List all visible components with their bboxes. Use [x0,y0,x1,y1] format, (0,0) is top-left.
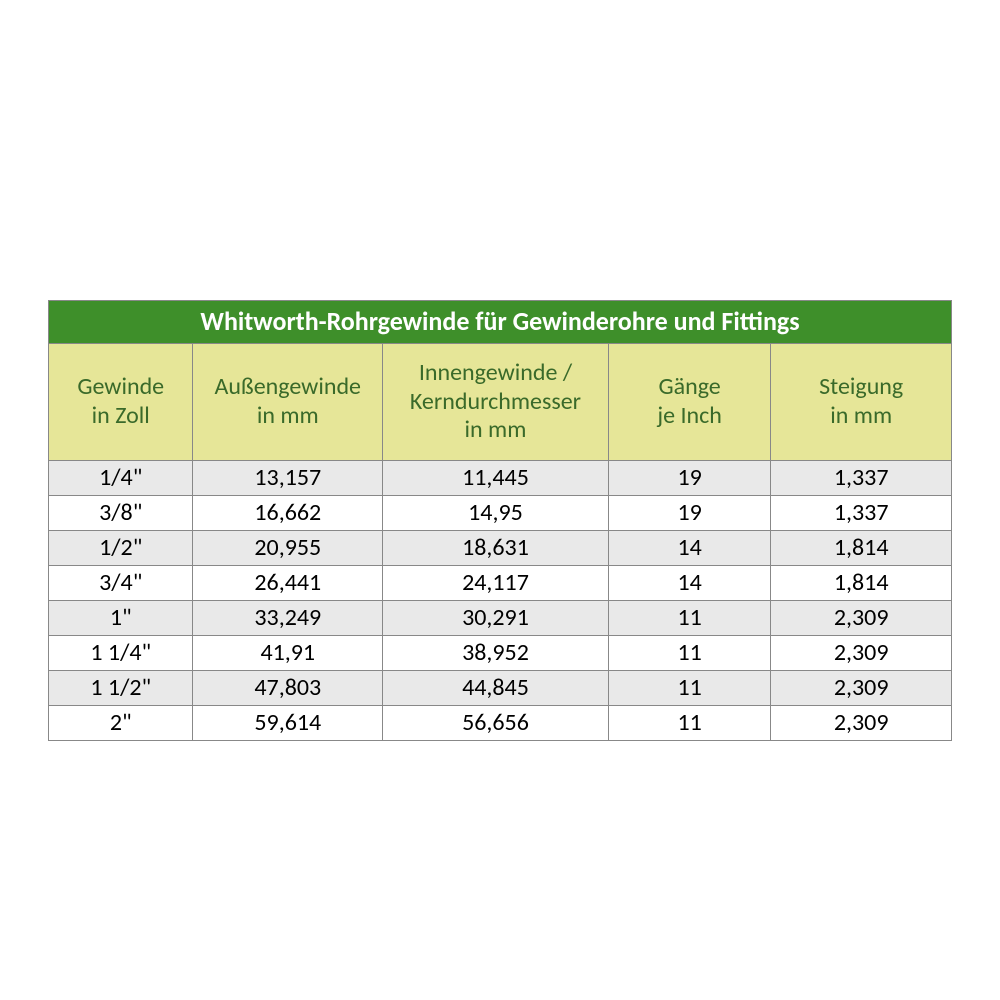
cell: 30,291 [383,601,609,636]
table-row: 1" 33,249 30,291 11 2,309 [49,601,952,636]
table-row: 3/4" 26,441 24,117 14 1,814 [49,566,952,601]
table-row: 1 1/2" 47,803 44,845 11 2,309 [49,671,952,706]
cell: 38,952 [383,636,609,671]
table-row: 2" 59,614 56,656 11 2,309 [49,706,952,741]
cell: 26,441 [193,566,383,601]
cell: 2,309 [771,671,952,706]
title-row: Whitworth-Rohrgewinde für Gewinderohre u… [49,301,952,344]
cell: 1" [49,601,193,636]
cell: 1,337 [771,496,952,531]
cell: 41,91 [193,636,383,671]
cell: 1 1/4" [49,636,193,671]
cell: 18,631 [383,531,609,566]
cell: 13,157 [193,461,383,496]
col-header-4: Steigung in mm [771,344,952,461]
cell: 19 [608,496,771,531]
cell: 24,117 [383,566,609,601]
cell: 19 [608,461,771,496]
cell: 11 [608,671,771,706]
cell: 3/8" [49,496,193,531]
cell: 2" [49,706,193,741]
cell: 59,614 [193,706,383,741]
cell: 20,955 [193,531,383,566]
table-title: Whitworth-Rohrgewinde für Gewinderohre u… [49,301,952,344]
table-row: 1/2" 20,955 18,631 14 1,814 [49,531,952,566]
cell: 1/4" [49,461,193,496]
cell: 11 [608,636,771,671]
cell: 2,309 [771,706,952,741]
cell: 14,95 [383,496,609,531]
cell: 11,445 [383,461,609,496]
table-row: 1/4" 13,157 11,445 19 1,337 [49,461,952,496]
whitworth-table: Whitworth-Rohrgewinde für Gewinderohre u… [48,300,952,741]
table-body: 1/4" 13,157 11,445 19 1,337 3/8" 16,662 … [49,461,952,741]
cell: 3/4" [49,566,193,601]
col-header-2: Innengewinde / Kerndurchmesser in mm [383,344,609,461]
cell: 47,803 [193,671,383,706]
cell: 11 [608,706,771,741]
cell: 1/2" [49,531,193,566]
cell: 1,814 [771,531,952,566]
cell: 2,309 [771,636,952,671]
cell: 33,249 [193,601,383,636]
cell: 1 1/2" [49,671,193,706]
cell: 1,337 [771,461,952,496]
cell: 44,845 [383,671,609,706]
col-header-1: Außengewinde in mm [193,344,383,461]
cell: 11 [608,601,771,636]
table-row: 3/8" 16,662 14,95 19 1,337 [49,496,952,531]
cell: 14 [608,566,771,601]
cell: 56,656 [383,706,609,741]
header-row: Gewinde in Zoll Außengewinde in mm Innen… [49,344,952,461]
cell: 2,309 [771,601,952,636]
col-header-0: Gewinde in Zoll [49,344,193,461]
table-row: 1 1/4" 41,91 38,952 11 2,309 [49,636,952,671]
col-header-3: Gänge je Inch [608,344,771,461]
cell: 16,662 [193,496,383,531]
table-container: Whitworth-Rohrgewinde für Gewinderohre u… [48,300,952,741]
cell: 14 [608,531,771,566]
cell: 1,814 [771,566,952,601]
